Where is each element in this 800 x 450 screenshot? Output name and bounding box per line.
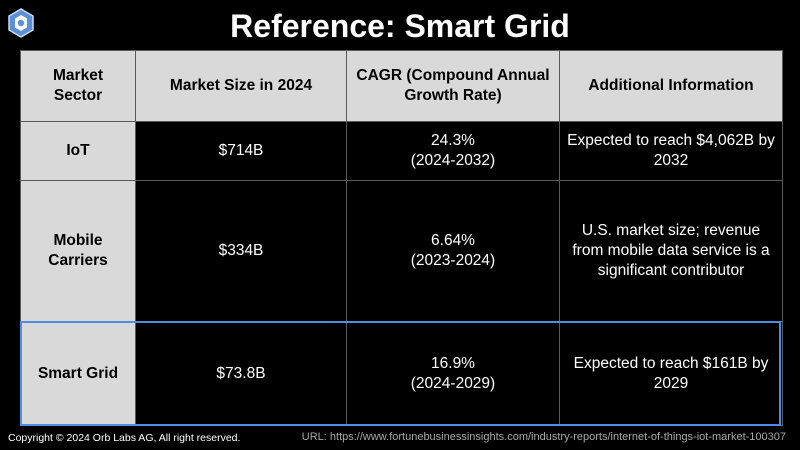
- cell-sector: Smart Grid: [20, 321, 136, 426]
- cell-additional-info: Expected to reach $161B by 2029: [559, 321, 783, 426]
- market-table: Market Sector Market Size in 2024 CAGR (…: [20, 50, 783, 426]
- cagr-period: (2024-2029): [410, 374, 496, 392]
- table-row: IoT $714B 24.3% (2024-2032) Expected to …: [20, 121, 783, 181]
- cagr-rate: 24.3%: [431, 132, 475, 149]
- header-additional-info: Additional Information: [559, 50, 783, 122]
- cell-cagr: 24.3% (2024-2032): [346, 121, 560, 181]
- cagr-rate: 16.9%: [431, 354, 475, 372]
- copyright-text: Copyright © 2024 Orb Labs AG, All right …: [8, 432, 241, 444]
- cell-cagr: 6.64% (2023-2024): [346, 180, 560, 322]
- table-row: Smart Grid $73.8B 16.9% (2024-2029) Expe…: [20, 321, 783, 426]
- cell-cagr: 16.9% (2024-2029): [346, 321, 560, 426]
- header-market-sector: Market Sector: [20, 50, 136, 122]
- cell-sector: Mobile Carriers: [20, 180, 136, 322]
- cell-market-size: $714B: [135, 121, 347, 181]
- page-title: Reference: Smart Grid: [230, 8, 570, 44]
- header-cagr: CAGR (Compound Annual Growth Rate): [346, 50, 560, 122]
- source-url: URL: https://www.fortunebusinessinsights…: [301, 431, 786, 443]
- cell-additional-info: Expected to reach $4,062B by 2032: [559, 121, 783, 181]
- cagr-rate: 6.64%: [431, 232, 475, 249]
- cell-additional-info: U.S. market size; revenue from mobile da…: [559, 180, 783, 322]
- cagr-period: (2024-2032): [410, 152, 496, 169]
- hexagon-logo-icon: [6, 8, 36, 38]
- cagr-period: (2023-2024): [410, 252, 496, 269]
- table-row: Mobile Carriers $334B 6.64% (2023-2024) …: [20, 180, 783, 322]
- cell-market-size: $334B: [135, 180, 347, 322]
- cell-sector: IoT: [20, 121, 136, 181]
- cell-market-size: $73.8B: [135, 321, 347, 426]
- table-header-row: Market Sector Market Size in 2024 CAGR (…: [20, 50, 783, 122]
- header-market-size: Market Size in 2024: [135, 50, 347, 122]
